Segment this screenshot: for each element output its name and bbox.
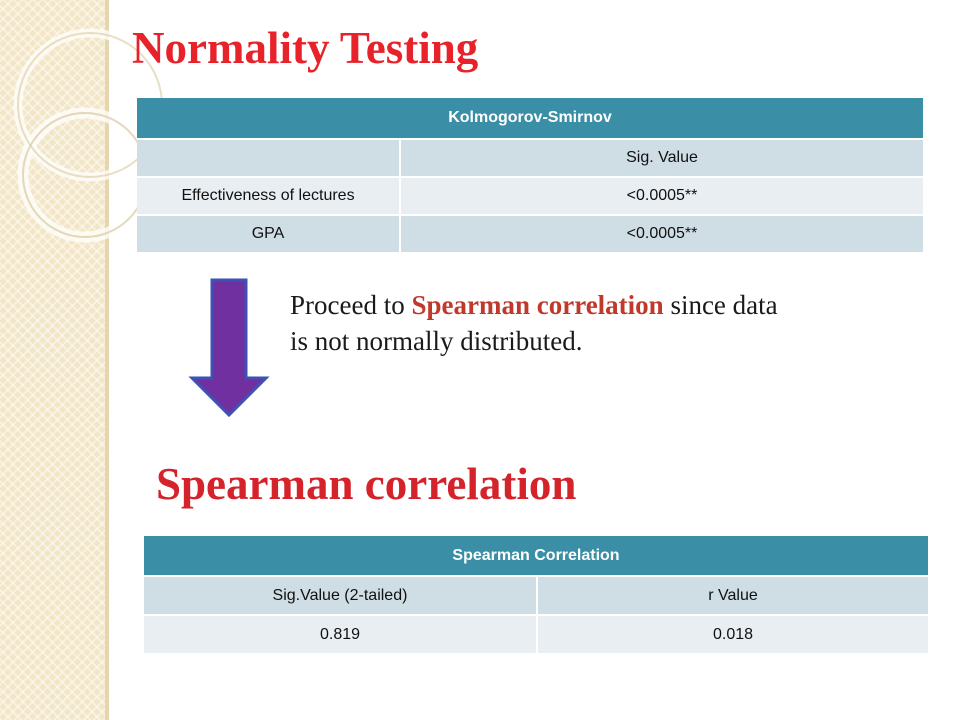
section-title: Spearman correlation [156, 459, 577, 509]
table-row: Sig. Value [137, 140, 923, 178]
slide-title: Normality Testing [132, 23, 479, 73]
sp-col-sig-label: Sig.Value (2-tailed) [144, 577, 538, 616]
kolmogorov-smirnov-table: Kolmogorov-Smirnov Sig. Value Effectiven… [137, 98, 923, 254]
down-arrow-icon [188, 278, 270, 418]
sp-col-r-label: r Value [538, 577, 928, 616]
note-suffix: since data is not normally distributed. [290, 290, 778, 356]
table-row: Sig.Value (2-tailed) r Value [144, 577, 928, 616]
table-row: Effectiveness of lectures <0.0005** [137, 178, 923, 216]
table-row: GPA <0.0005** [137, 216, 923, 254]
note-highlight: Spearman correlation [411, 290, 664, 320]
side-band-edge [105, 0, 109, 720]
sp-sig-value: 0.819 [144, 616, 538, 655]
note-prefix: Proceed to [290, 290, 412, 320]
spearman-table: Spearman Correlation Sig.Value (2-tailed… [144, 536, 928, 655]
table-row: 0.819 0.018 [144, 616, 928, 655]
ks-col-sig-label: Sig. Value [401, 140, 923, 178]
ks-col-blank [137, 140, 401, 178]
ks-row-label: Effectiveness of lectures [137, 178, 401, 216]
sp-r-value: 0.018 [538, 616, 928, 655]
ks-row-value: <0.0005** [401, 178, 923, 216]
ks-row-label: GPA [137, 216, 401, 254]
note-text: Proceed to Spearman correlation since da… [290, 287, 790, 359]
spearman-table-header: Spearman Correlation [144, 536, 928, 577]
ks-table-header: Kolmogorov-Smirnov [137, 98, 923, 140]
ks-row-value: <0.0005** [401, 216, 923, 254]
